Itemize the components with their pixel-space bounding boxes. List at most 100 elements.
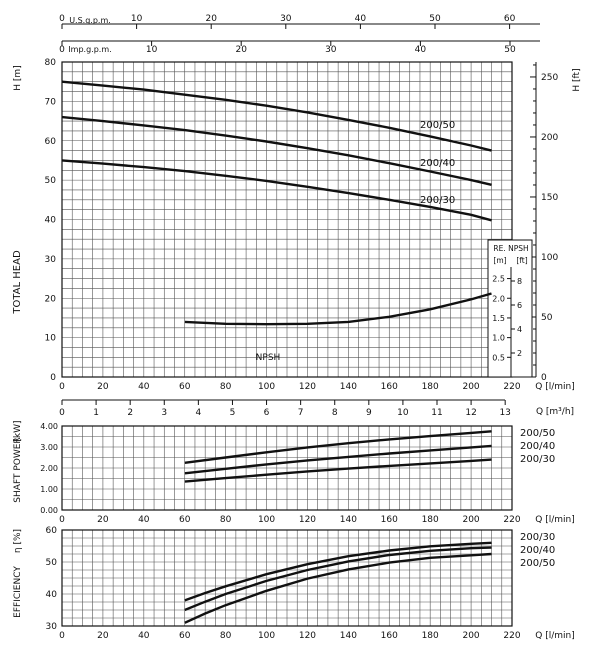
- m3h-tick-label: 4: [195, 408, 201, 418]
- head-ft-tick-label: 0: [541, 373, 547, 383]
- head-m-unit-label: H [m]: [13, 65, 23, 90]
- power-q-tick-label: 80: [220, 515, 232, 525]
- head-q-tick-label: 160: [381, 382, 398, 392]
- head-ft-tick-label: 150: [541, 193, 558, 203]
- m3h-unit-label: Q [m³/h]: [536, 407, 574, 417]
- head-m-tick-label: 60: [45, 137, 57, 147]
- npsh-inset-ft-unit: [ft]: [516, 256, 527, 265]
- head-curve-label-200-30: 200/30: [420, 195, 455, 206]
- head-ft-tick-label: 250: [541, 73, 558, 83]
- power-curve-200-40: [184, 444, 492, 475]
- efficiency-y-tick-label: 40: [46, 590, 58, 600]
- efficiency-q-tick-label: 220: [503, 631, 520, 641]
- power-y-tick-label: 3.00: [40, 443, 58, 452]
- impgpm-tick-label: 0: [59, 45, 65, 55]
- efficiency-q-unit-label: Q [l/min]: [535, 631, 574, 641]
- shaft-power-unit-label: [kW]: [13, 420, 23, 441]
- impgpm-tick-label: 20: [235, 45, 247, 55]
- usgpm-tick-label: 50: [429, 14, 441, 24]
- efficiency-q-tick-label: 60: [179, 631, 191, 641]
- npsh-inset-box: [487, 239, 533, 378]
- head-q-tick-label: 80: [220, 382, 232, 392]
- efficiency-y-tick-label: 30: [46, 622, 58, 632]
- power-grid: [61, 425, 513, 511]
- power-q-tick-label: 140: [340, 515, 357, 525]
- efficiency-curve-label-200-40: 200/40: [520, 545, 555, 556]
- head-m-tick-label: 80: [45, 58, 57, 68]
- head-q-tick-label: 120: [299, 382, 316, 392]
- npsh-inset-ft-tick-label: 2: [517, 349, 522, 358]
- efficiency-unit-label: η [%]: [13, 529, 23, 553]
- shaft-power-axis-label: SHAFT POWER: [13, 437, 23, 502]
- head-q-tick-label: 140: [340, 382, 357, 392]
- efficiency-q-tick-label: 180: [422, 631, 439, 641]
- efficiency-q-tick-label: 20: [97, 631, 109, 641]
- efficiency-curve-label-200-30: 200/30: [520, 532, 555, 543]
- efficiency-q-tick-label: 0: [59, 631, 65, 641]
- power-curve-200-50: [184, 430, 492, 464]
- efficiency-q-tick-label: 100: [258, 631, 275, 641]
- efficiency-q-tick-label: 40: [138, 631, 150, 641]
- m3h-tick-label: 6: [264, 408, 270, 418]
- efficiency-q-tick-label: 160: [381, 631, 398, 641]
- power-curve-200-30: [184, 458, 492, 483]
- efficiency-y-tick-label: 60: [46, 526, 58, 536]
- m3h-tick-label: 3: [161, 408, 167, 418]
- head-m-tick-label: 50: [45, 176, 57, 186]
- power-q-tick-label: 20: [97, 515, 109, 525]
- head-ft-unit-label: H [ft]: [572, 68, 582, 91]
- m3h-tick-label: 7: [298, 408, 304, 418]
- npsh-inset-m-tick-label: 0.5: [492, 353, 505, 362]
- power-q-tick-label: 180: [422, 515, 439, 525]
- impgpm-tick-label: 30: [325, 45, 337, 55]
- efficiency-curve-200-30: [184, 541, 492, 602]
- efficiency-y-tick-label: 50: [46, 558, 58, 568]
- power-q-tick-label: 220: [503, 515, 520, 525]
- efficiency-q-tick-label: 80: [220, 631, 232, 641]
- power-q-tick-label: 40: [138, 515, 150, 525]
- m3h-tick-label: 8: [332, 408, 338, 418]
- m3h-tick-label: 11: [431, 408, 442, 418]
- m3h-tick-label: 0: [59, 408, 65, 418]
- efficiency-curve-200-50: [184, 552, 492, 624]
- usgpm-tick-label: 0: [59, 14, 65, 24]
- npsh-inset-ft-tick-label: 6: [517, 301, 522, 310]
- npsh-inset-m-tick-label: 1.5: [492, 314, 505, 323]
- power-y-tick-label: 4.00: [40, 422, 58, 431]
- usgpm-tick-label: 60: [504, 14, 516, 24]
- head-m-tick-label: 20: [45, 294, 57, 304]
- head-m-tick-label: 70: [45, 97, 57, 107]
- npsh-inset-ft-tick-label: 4: [517, 325, 522, 334]
- impgpm-tick-label: 40: [415, 45, 427, 55]
- power-q-unit-label: Q [l/min]: [535, 515, 574, 525]
- head-frame: [61, 61, 513, 378]
- m3h-tick-label: 10: [397, 408, 409, 418]
- head-curve-label-200-50: 200/50: [420, 120, 455, 131]
- efficiency-frame: [61, 529, 513, 627]
- m3h-tick-label: 2: [127, 408, 133, 418]
- head-q-tick-label: 40: [138, 382, 150, 392]
- power-q-tick-label: 0: [59, 515, 65, 525]
- head-q-tick-label: 180: [422, 382, 439, 392]
- npsh-inset-title: RE. NPSH: [493, 244, 528, 253]
- m3h-tick-label: 13: [499, 408, 510, 418]
- head-ft-tick-label: 100: [541, 253, 558, 263]
- power-frame: [61, 425, 513, 511]
- m3h-tick-label: 1: [93, 408, 99, 418]
- head-curve-npsh: [184, 292, 492, 326]
- power-y-tick-label: 1.00: [40, 485, 58, 494]
- power-q-tick-label: 120: [299, 515, 316, 525]
- head-curve-label-200-40: 200/40: [420, 158, 455, 169]
- head-q-tick-label: 220: [503, 382, 520, 392]
- efficiency-axis-label: EFFICIENCY: [13, 566, 23, 618]
- head-ft-tick-label: 200: [541, 133, 558, 143]
- head-curve-200-30: [61, 159, 492, 222]
- npsh-inset-m-tick-label: 2.5: [492, 275, 505, 284]
- head-curve-200-40: [61, 115, 492, 186]
- efficiency-curve-label-200-50: 200/50: [520, 558, 555, 569]
- head-q-tick-label: 200: [462, 382, 479, 392]
- efficiency-q-tick-label: 120: [299, 631, 316, 641]
- npsh-curve-label: NPSH: [256, 353, 281, 363]
